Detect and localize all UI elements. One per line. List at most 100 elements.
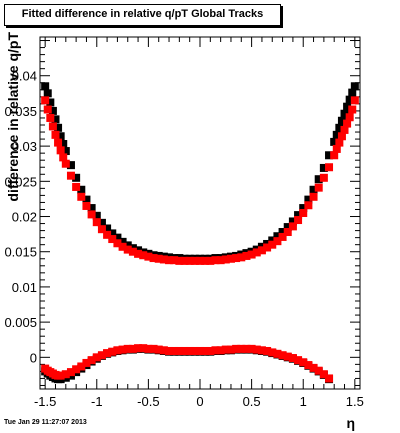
- series-1-marker: [216, 256, 225, 265]
- series-0-marker: [335, 123, 344, 132]
- y-tick-label: 0.025: [4, 174, 37, 189]
- series-3-marker: [206, 346, 215, 355]
- series-0-marker: [123, 241, 132, 250]
- series-3-marker: [237, 344, 246, 353]
- series-3-marker: [299, 358, 308, 367]
- series-3-marker: [175, 346, 184, 355]
- series-1-marker: [325, 163, 334, 172]
- series-1-marker: [46, 113, 55, 122]
- series-3-marker: [61, 370, 70, 379]
- x-tick-label: 1: [300, 394, 307, 409]
- series-0-marker: [304, 195, 313, 204]
- series-0-marker: [46, 98, 55, 107]
- series-0-marker: [345, 95, 354, 104]
- series-1-marker: [61, 159, 70, 168]
- series-1-marker: [48, 122, 57, 131]
- series-3-marker: [232, 344, 241, 353]
- series-1-marker: [283, 228, 292, 237]
- series-1-marker: [345, 113, 354, 122]
- x-tick-label: 0: [196, 394, 203, 409]
- series-1-marker: [56, 146, 65, 155]
- series-1-marker: [77, 192, 86, 201]
- series-1-marker: [149, 254, 158, 263]
- series-0-marker: [103, 224, 112, 233]
- series-1-marker: [113, 239, 122, 248]
- timestamp: Tue Jan 29 11:27:07 2013: [4, 419, 87, 426]
- chart-title: Fitted difference in relative q/pT Globa…: [21, 8, 264, 20]
- series-0-marker: [72, 173, 81, 182]
- series-3-marker: [66, 368, 75, 377]
- title-box: Fitted difference in relative q/pT Globa…: [4, 4, 281, 26]
- series-3-marker: [113, 346, 122, 355]
- series-1-marker: [59, 153, 68, 162]
- series-0-marker: [273, 232, 282, 241]
- y-axis-title: difference in relative q/pT: [5, 32, 21, 202]
- y-tick-label: 0.04: [12, 69, 37, 84]
- x-tick-label: 0.5: [243, 394, 261, 409]
- series-1-marker: [278, 232, 287, 241]
- series-1-marker: [294, 216, 303, 225]
- series-0-marker: [319, 163, 328, 172]
- series-1-marker: [196, 256, 204, 265]
- series-1-marker: [118, 242, 127, 251]
- series-3-marker: [123, 344, 132, 353]
- series-3-marker: [221, 345, 230, 354]
- series-3-marker: [190, 346, 199, 355]
- series-3-marker: [77, 362, 86, 371]
- series-1-marker: [242, 251, 251, 260]
- series-0-marker: [340, 109, 349, 118]
- series-3-marker: [278, 351, 287, 360]
- series-3-marker: [185, 346, 194, 355]
- series-1-marker: [108, 235, 117, 244]
- series-0-marker: [325, 151, 334, 160]
- series-3-marker: [144, 344, 153, 353]
- series-1-marker: [92, 218, 101, 227]
- series-1-marker: [314, 183, 323, 192]
- series-0-marker: [337, 116, 346, 125]
- series-1-marker: [319, 173, 328, 182]
- series-0-marker: [288, 217, 297, 226]
- series-1-marker: [252, 248, 261, 257]
- series-1-marker: [154, 254, 163, 263]
- series-0-marker: [268, 236, 277, 245]
- series-0-marker: [309, 185, 318, 194]
- series-1-marker: [211, 256, 220, 265]
- series-3-marker: [103, 349, 112, 358]
- series-3-marker: [134, 344, 143, 353]
- x-tick-label: -1.5: [34, 394, 56, 409]
- series-1-marker: [51, 130, 60, 139]
- series-3-marker: [154, 345, 163, 354]
- series-0-marker: [87, 204, 96, 213]
- series-1-marker: [337, 132, 346, 141]
- series-0-marker: [330, 137, 339, 146]
- series-1-marker: [268, 240, 277, 249]
- series-3-marker: [149, 344, 158, 353]
- series-3-marker: [87, 356, 96, 365]
- series-1-marker: [128, 247, 137, 256]
- series-3-marker: [273, 349, 282, 358]
- series-3-marker: [242, 344, 251, 353]
- series-1-marker: [165, 256, 174, 265]
- series-0-marker: [61, 147, 70, 156]
- series-1-marker: [139, 251, 148, 260]
- series-1-marker: [43, 105, 52, 114]
- series-0-marker: [97, 218, 106, 227]
- series-1-marker: [304, 201, 313, 210]
- series-1-marker: [170, 256, 179, 265]
- series-1-marker: [180, 256, 189, 265]
- series-3-marker: [252, 345, 261, 354]
- series-3-marker: [165, 346, 174, 355]
- series-1-marker: [263, 243, 272, 252]
- series-0-marker: [43, 89, 52, 98]
- series-3-marker: [97, 351, 106, 360]
- series-1-marker: [185, 256, 194, 265]
- series-3-marker: [319, 370, 328, 379]
- series-3-marker: [304, 361, 313, 370]
- series-1-marker: [201, 256, 210, 265]
- series-0-marker: [59, 140, 68, 149]
- series-3-marker: [211, 346, 220, 355]
- series-0-marker: [278, 228, 287, 237]
- series-0-marker: [82, 195, 91, 204]
- x-tick-label: -1: [91, 394, 103, 409]
